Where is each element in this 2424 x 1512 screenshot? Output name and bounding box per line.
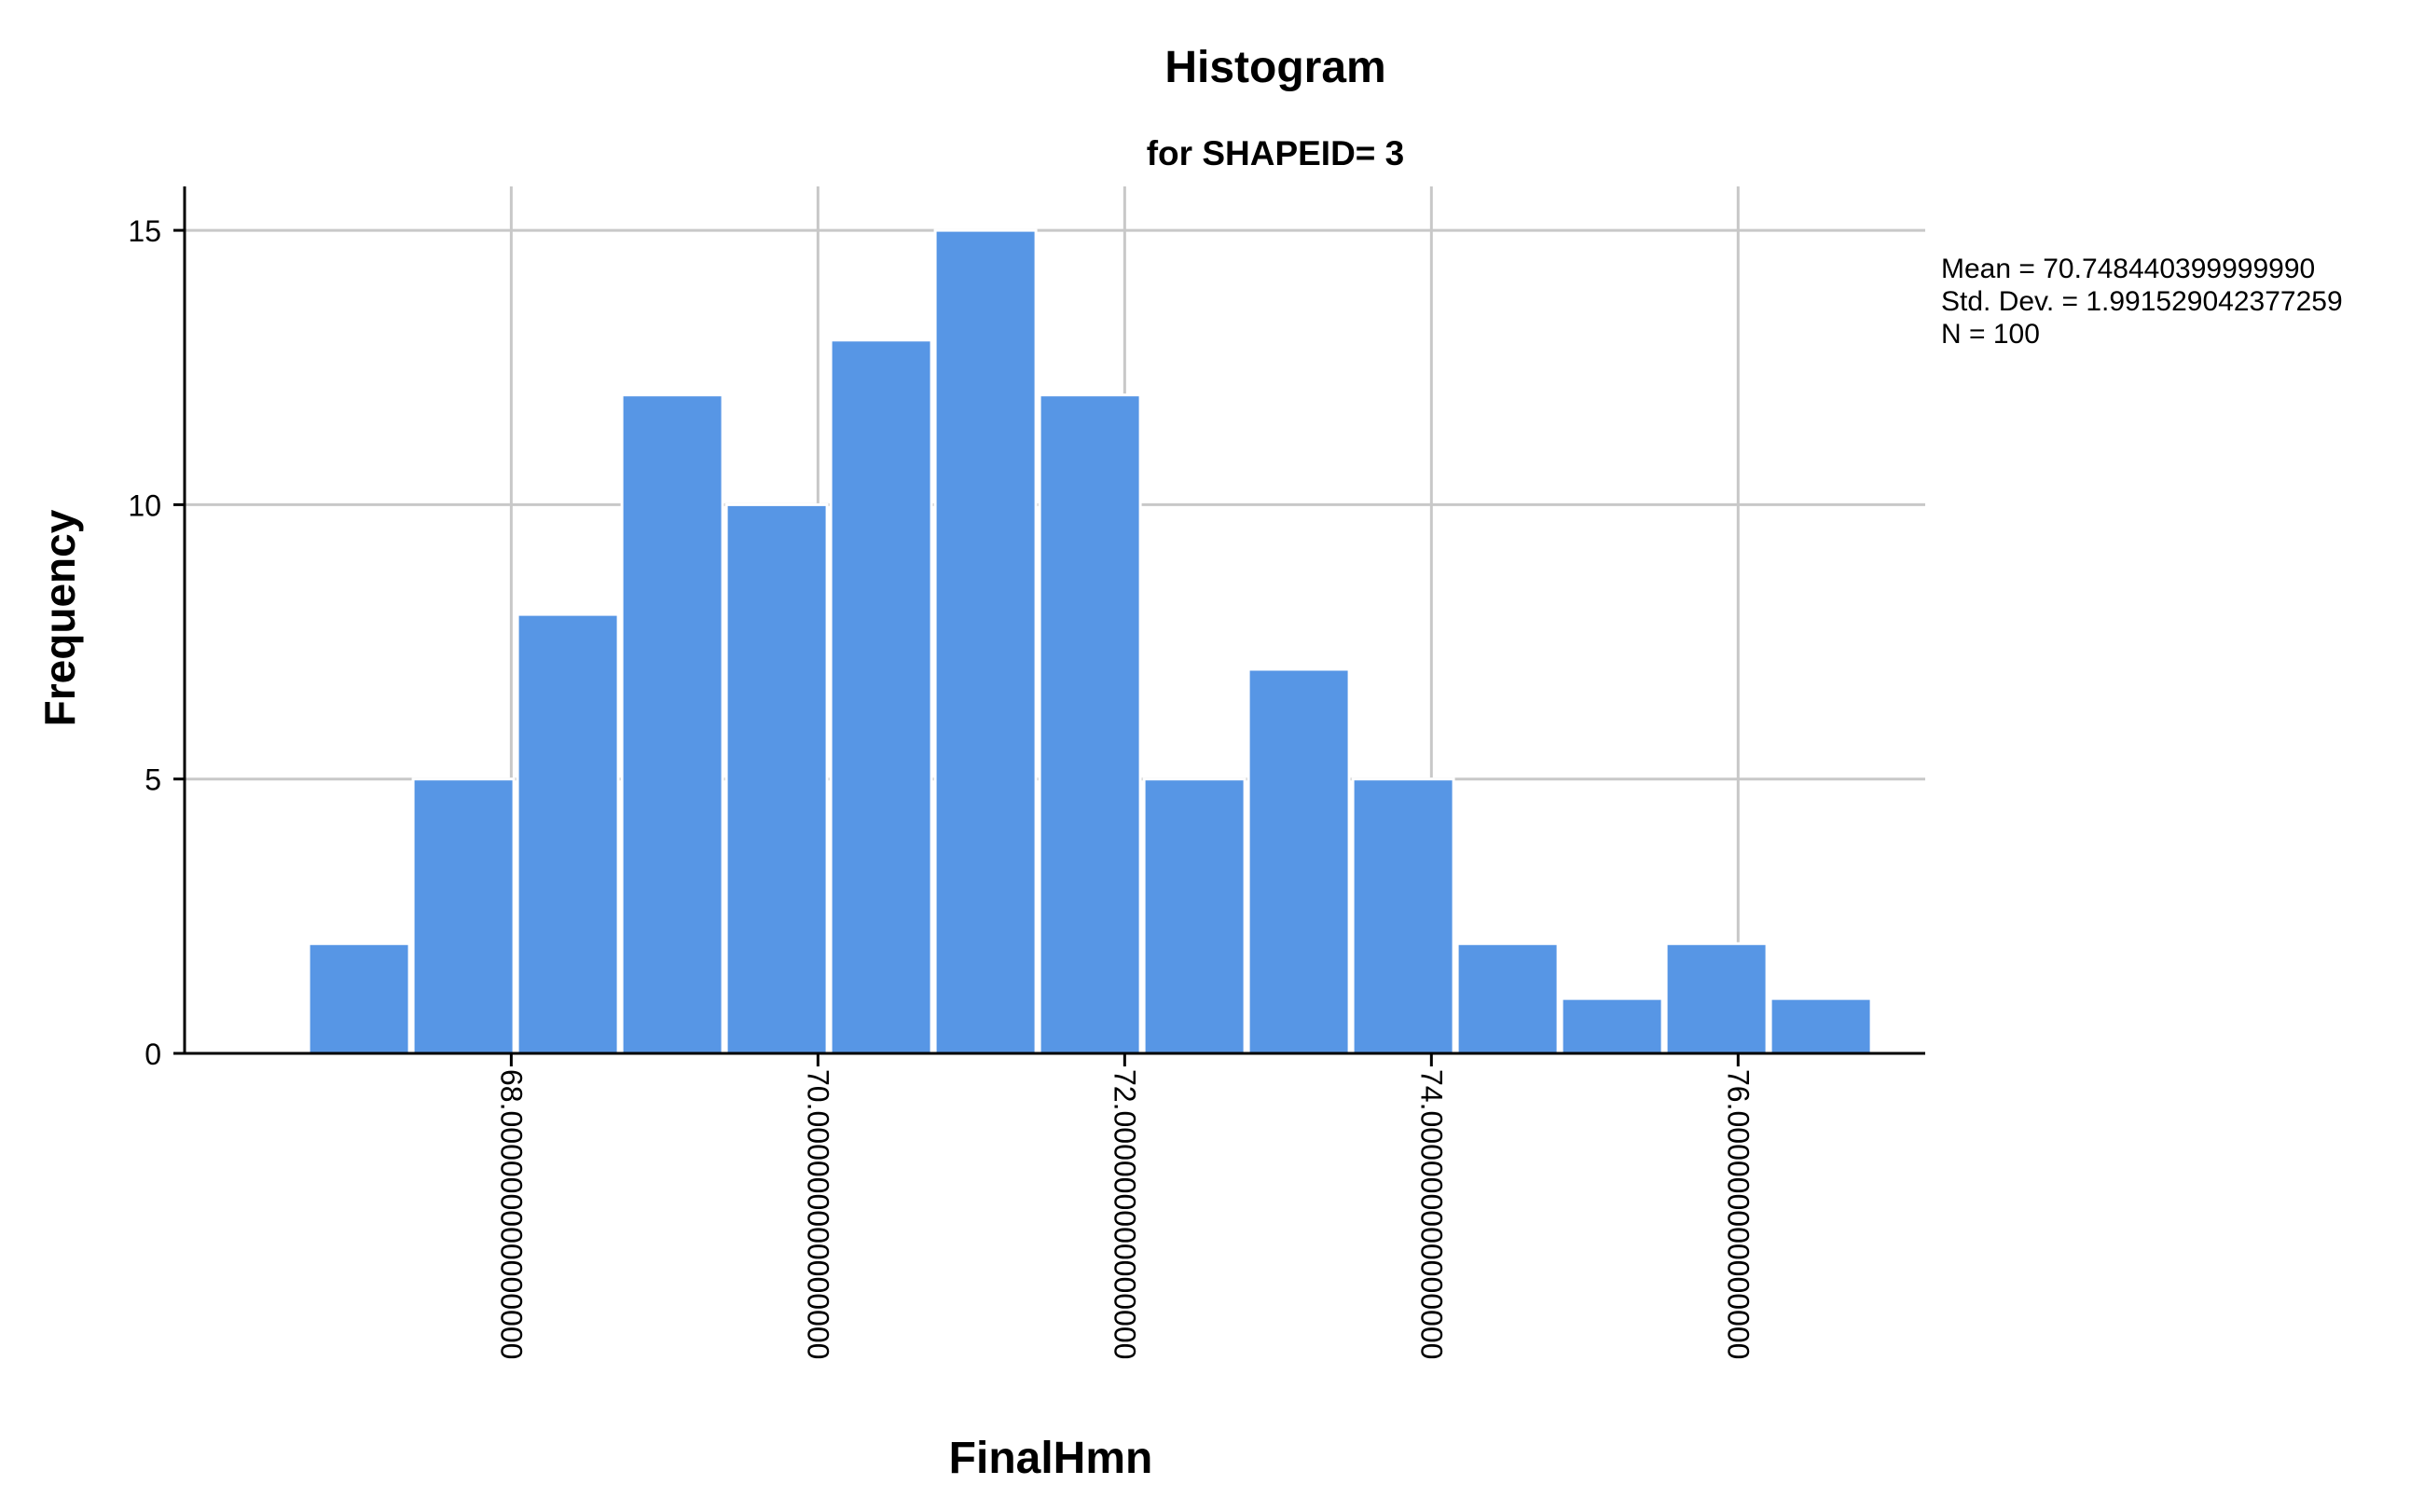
y-tick-label: 0 bbox=[145, 1038, 161, 1071]
chart-subtitle: for SHAPEID= 3 bbox=[1147, 134, 1405, 172]
x-axis-label: FinalHmn bbox=[949, 1434, 1153, 1483]
histogram-bar bbox=[724, 502, 829, 1055]
x-tick-label: 72.000000000000000 bbox=[1108, 1069, 1141, 1359]
bars bbox=[307, 228, 1873, 1055]
histogram-bar bbox=[620, 393, 724, 1055]
histogram-bar bbox=[1142, 777, 1246, 1055]
y-tick-label: 10 bbox=[128, 488, 161, 522]
histogram-bar bbox=[516, 612, 620, 1055]
histogram-bar bbox=[1769, 997, 1873, 1055]
histogram-bar bbox=[1038, 393, 1142, 1055]
x-tick-label: 76.000000000000000 bbox=[1721, 1069, 1755, 1359]
histogram-bar bbox=[829, 338, 933, 1055]
histogram-bar bbox=[1560, 997, 1664, 1055]
histogram-bar bbox=[1455, 942, 1560, 1055]
histogram-bar bbox=[1664, 942, 1769, 1055]
y-tick-labels: 0 5 10 15 bbox=[128, 214, 185, 1071]
y-axis-label: Frequency bbox=[35, 509, 84, 726]
histogram-bar bbox=[307, 942, 411, 1055]
histogram-bar bbox=[1246, 667, 1351, 1055]
stats-mean: Mean = 70.748440399999990 bbox=[1941, 254, 2315, 284]
stats-n: N = 100 bbox=[1941, 319, 2040, 350]
x-tick-labels: 68.000000000000000 70.000000000000000 72.0… bbox=[494, 1053, 1755, 1359]
x-tick-label: 68.000000000000000 bbox=[494, 1069, 528, 1359]
chart-title: Histogram bbox=[1164, 43, 1385, 92]
histogram-bar bbox=[933, 228, 1038, 1055]
y-tick-label: 5 bbox=[145, 763, 161, 797]
x-tick-label: 74.000000000000000 bbox=[1414, 1069, 1448, 1359]
stats-std-dev: Std. Dev. = 1.991529042377259 bbox=[1941, 286, 2343, 317]
histogram-bar bbox=[411, 777, 516, 1055]
x-tick-label: 70.000000000000000 bbox=[801, 1069, 834, 1359]
stats-box: Mean = 70.748440399999990 Std. Dev. = 1.… bbox=[1941, 254, 2343, 350]
axes bbox=[183, 186, 1925, 1055]
y-tick-label: 15 bbox=[128, 214, 161, 248]
histogram-bar bbox=[1351, 777, 1455, 1055]
